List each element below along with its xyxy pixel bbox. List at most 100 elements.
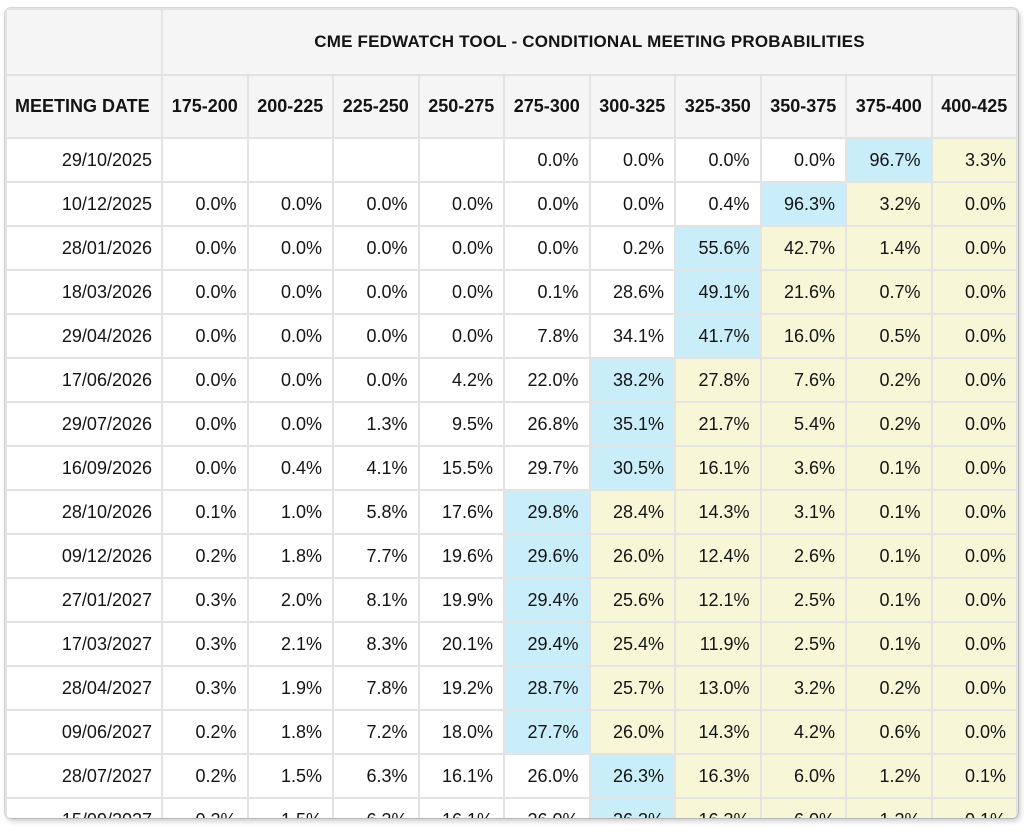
probability-cell: 38.2% bbox=[588, 357, 676, 403]
probability-cell: 0.7% bbox=[845, 269, 933, 315]
rate-range-header: 300-325 bbox=[588, 74, 676, 139]
probability-cell: 0.4% bbox=[674, 181, 762, 227]
probability-cell: 0.0% bbox=[161, 181, 249, 227]
table-row: 28/01/2026 0.0% 0.0% 0.0% 0.0% 0.0% 0.2% 55.6% 4… bbox=[5, 225, 1018, 271]
probability-cell: 28.7% bbox=[503, 665, 591, 711]
meeting-date-header: MEETING DATE bbox=[5, 74, 163, 139]
probability-cell: 11.9% bbox=[674, 621, 762, 667]
table-row: 29/07/2026 0.0% 0.0% 1.3% 9.5% 26.8% 35.1% 21.7… bbox=[5, 401, 1018, 447]
probability-cell: 26.0% bbox=[588, 533, 676, 579]
probability-cell: 0.0% bbox=[161, 269, 249, 315]
probability-cell: 34.1% bbox=[588, 313, 676, 359]
probability-cell: 0.0% bbox=[246, 401, 334, 447]
rate-range-header: 200-225 bbox=[246, 74, 334, 139]
probability-cell: 6.0% bbox=[759, 797, 847, 818]
probability-cell: 19.2% bbox=[417, 665, 505, 711]
probability-cell: 19.9% bbox=[417, 577, 505, 623]
rate-range-header: 325-350 bbox=[674, 74, 762, 139]
probability-cell: 0.0% bbox=[930, 577, 1018, 623]
probability-cell: 0.0% bbox=[930, 621, 1018, 667]
probability-cell: 8.1% bbox=[332, 577, 420, 623]
probability-cell: 0.0% bbox=[161, 225, 249, 271]
conditional-probabilities-table: CME FEDWATCH TOOL - CONDITIONAL MEETING … bbox=[5, 8, 1018, 818]
probability-cell: 0.1% bbox=[930, 753, 1018, 799]
probability-cell: 0.0% bbox=[930, 709, 1018, 755]
probability-cell: 16.1% bbox=[417, 797, 505, 818]
probability-cell: 0.2% bbox=[161, 709, 249, 755]
probability-cell: 26.0% bbox=[503, 797, 591, 818]
probability-cell: 4.2% bbox=[759, 709, 847, 755]
probability-cell: 0.0% bbox=[588, 181, 676, 227]
probability-cell: 16.3% bbox=[674, 797, 762, 818]
probability-cell: 2.0% bbox=[246, 577, 334, 623]
fedwatch-table-panel: CME FEDWATCH TOOL - CONDITIONAL MEETING … bbox=[5, 8, 1018, 818]
probability-cell: 1.2% bbox=[845, 753, 933, 799]
probability-cell: 21.7% bbox=[674, 401, 762, 447]
meeting-date-cell: 29/04/2026 bbox=[5, 313, 163, 359]
probability-cell: 0.0% bbox=[332, 357, 420, 403]
probability-cell: 0.0% bbox=[161, 401, 249, 447]
probability-cell: 4.1% bbox=[332, 445, 420, 491]
table-row: 18/03/2026 0.0% 0.0% 0.0% 0.0% 0.1% 28.6% 49.1%… bbox=[5, 269, 1018, 315]
probability-cell: 0.0% bbox=[417, 313, 505, 359]
probability-cell: 0.2% bbox=[161, 533, 249, 579]
probability-cell: 0.0% bbox=[161, 313, 249, 359]
probability-cell: 1.9% bbox=[246, 665, 334, 711]
probability-cell: 0.0% bbox=[930, 225, 1018, 271]
table-row: 29/10/2025 0.0% 0.0% 0.0% 0.0% 96.7% 3.3% bbox=[5, 137, 1018, 183]
table-row: 28/07/2027 0.2% 1.5% 6.3% 16.1% 26.0% 26.3% 16.… bbox=[5, 753, 1018, 799]
probability-cell: 26.3% bbox=[588, 797, 676, 818]
probability-cell: 0.0% bbox=[930, 269, 1018, 315]
probability-cell: 0.0% bbox=[417, 225, 505, 271]
probability-cell: 14.3% bbox=[674, 489, 762, 535]
probability-cell: 29.4% bbox=[503, 577, 591, 623]
probability-cell: 0.5% bbox=[845, 313, 933, 359]
corner-cell bbox=[5, 8, 163, 76]
probability-cell: 0.0% bbox=[417, 181, 505, 227]
meeting-date-cell: 28/07/2027 bbox=[5, 753, 163, 799]
probability-cell: 0.2% bbox=[845, 401, 933, 447]
probability-cell: 7.2% bbox=[332, 709, 420, 755]
column-header-row: MEETING DATE 175-200 200-225 225-250 250-27… bbox=[5, 74, 1018, 139]
probability-cell: 1.8% bbox=[246, 709, 334, 755]
table-row: 17/03/2027 0.3% 2.1% 8.3% 20.1% 29.4% 25.4% 11.… bbox=[5, 621, 1018, 667]
probability-cell: 6.3% bbox=[332, 797, 420, 818]
probability-cell: 0.0% bbox=[246, 313, 334, 359]
probability-cell: 19.6% bbox=[417, 533, 505, 579]
probability-cell: 1.8% bbox=[246, 533, 334, 579]
probability-cell: 0.2% bbox=[161, 753, 249, 799]
probability-cell: 0.0% bbox=[588, 137, 676, 183]
table-row: 10/12/2025 0.0% 0.0% 0.0% 0.0% 0.0% 0.0% 0.4% 96… bbox=[5, 181, 1018, 227]
probability-cell bbox=[332, 137, 420, 183]
probability-cell bbox=[246, 137, 334, 183]
probability-cell: 0.0% bbox=[759, 137, 847, 183]
probability-cell: 0.0% bbox=[930, 665, 1018, 711]
probability-cell: 1.5% bbox=[246, 797, 334, 818]
probability-cell: 0.0% bbox=[674, 137, 762, 183]
probability-cell: 7.8% bbox=[503, 313, 591, 359]
meeting-date-cell: 09/12/2026 bbox=[5, 533, 163, 579]
rate-range-header: 225-250 bbox=[332, 74, 420, 139]
meeting-date-cell: 10/12/2025 bbox=[5, 181, 163, 227]
probability-cell: 0.0% bbox=[161, 357, 249, 403]
probability-cell: 0.0% bbox=[930, 357, 1018, 403]
probability-cell: 1.5% bbox=[246, 753, 334, 799]
meeting-date-cell: 28/04/2027 bbox=[5, 665, 163, 711]
probability-cell: 12.4% bbox=[674, 533, 762, 579]
probability-cell: 25.7% bbox=[588, 665, 676, 711]
table-row: 15/09/20270.2%1.5%6.3%16.1%26.0%26.3%16.… bbox=[5, 797, 1018, 818]
probability-cell: 35.1% bbox=[588, 401, 676, 447]
probability-cell: 1.2% bbox=[845, 797, 933, 818]
probability-cell: 28.4% bbox=[588, 489, 676, 535]
meeting-date-cell: 17/06/2026 bbox=[5, 357, 163, 403]
probability-cell: 28.6% bbox=[588, 269, 676, 315]
rate-range-header: 375-400 bbox=[845, 74, 933, 139]
probability-cell: 12.1% bbox=[674, 577, 762, 623]
meeting-date-cell: 16/09/2026 bbox=[5, 445, 163, 491]
probability-cell: 0.6% bbox=[845, 709, 933, 755]
probability-cell: 16.1% bbox=[674, 445, 762, 491]
probability-cell bbox=[161, 137, 249, 183]
probability-cell: 0.2% bbox=[161, 797, 249, 818]
probability-cell: 16.1% bbox=[417, 753, 505, 799]
title-row: CME FEDWATCH TOOL - CONDITIONAL MEETING … bbox=[5, 8, 1018, 76]
